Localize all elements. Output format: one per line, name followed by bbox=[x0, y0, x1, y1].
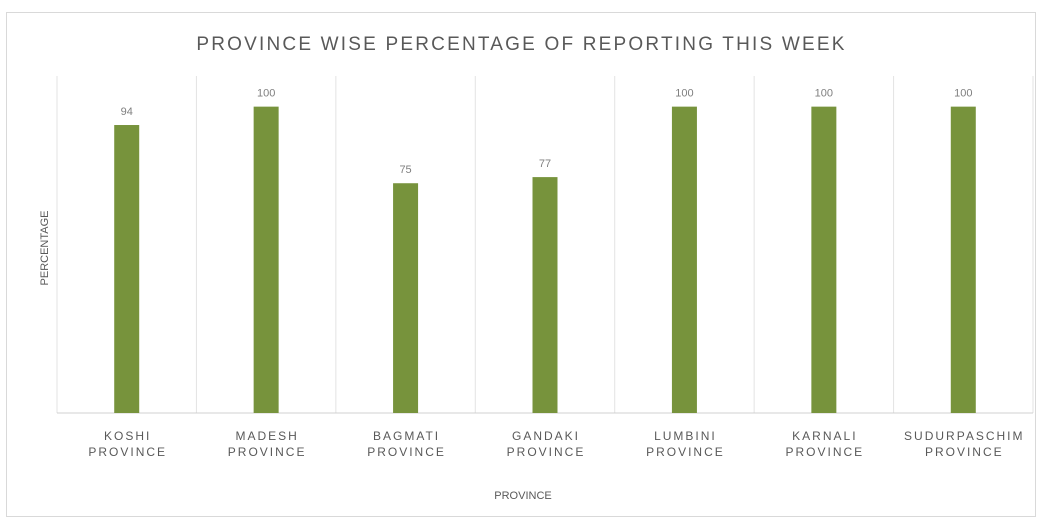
bar bbox=[950, 106, 976, 414]
data-label: 77 bbox=[539, 158, 551, 170]
x-tick-label: PROVINCE bbox=[925, 445, 1004, 459]
bar bbox=[811, 106, 837, 414]
data-label: 100 bbox=[815, 88, 833, 100]
data-label: 100 bbox=[675, 88, 693, 100]
x-tick-label: MADESH bbox=[235, 429, 298, 443]
data-label: 94 bbox=[121, 106, 133, 118]
bar bbox=[393, 183, 419, 413]
chart-frame bbox=[6, 12, 1036, 517]
x-tick-label: PROVINCE bbox=[367, 445, 446, 459]
x-tick-label: GANDAKI bbox=[512, 429, 580, 443]
x-tick-label: SUDURPASCHIM bbox=[904, 429, 1024, 443]
x-tick-label: PROVINCE bbox=[507, 445, 586, 459]
chart-title: PROVINCE WISE PERCENTAGE OF REPORTING TH… bbox=[196, 34, 847, 55]
data-label: 100 bbox=[257, 88, 275, 100]
x-tick-label: LUMBINI bbox=[654, 429, 717, 443]
bar bbox=[532, 177, 558, 413]
bar bbox=[253, 106, 279, 414]
data-label: 75 bbox=[399, 164, 411, 176]
bar bbox=[671, 106, 697, 414]
x-tick-label: PROVINCE bbox=[646, 445, 725, 459]
x-tick-label: KARNALI bbox=[792, 429, 857, 443]
x-tick-label: PROVINCE bbox=[786, 445, 865, 459]
x-tick-label: KOSHI bbox=[104, 429, 151, 443]
x-tick-label: PROVINCE bbox=[88, 445, 167, 459]
data-label: 100 bbox=[954, 88, 972, 100]
bar bbox=[114, 125, 140, 413]
x-tick-label: BAGMATI bbox=[373, 429, 440, 443]
x-tick-label: PROVINCE bbox=[228, 445, 307, 459]
x-axis-label: PROVINCE bbox=[494, 490, 551, 502]
y-axis-label: PERCENTAGE bbox=[39, 211, 51, 286]
